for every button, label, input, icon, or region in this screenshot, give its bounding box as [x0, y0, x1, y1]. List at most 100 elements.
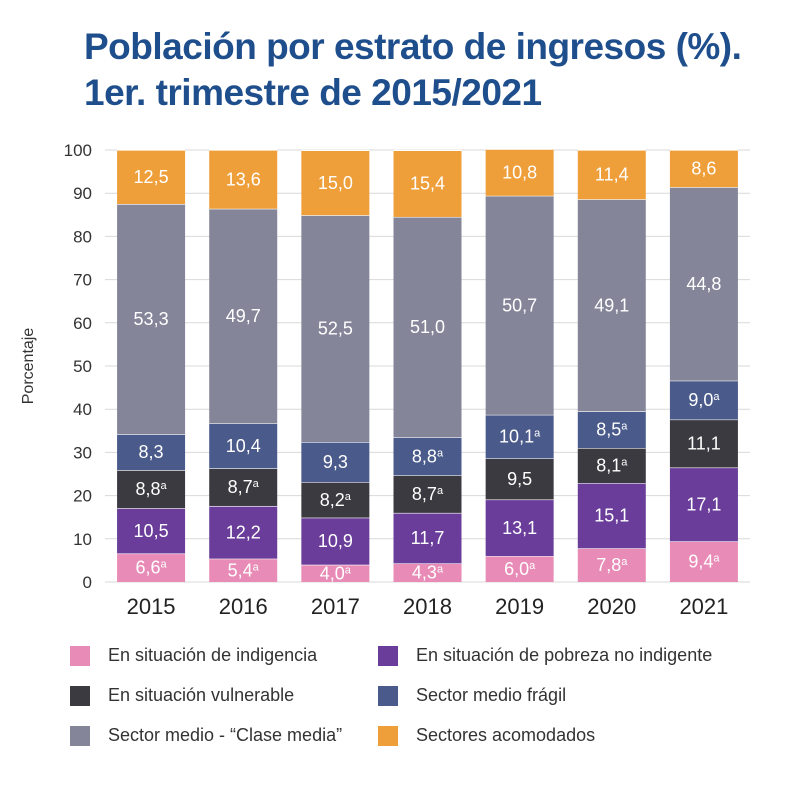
data-label: 15,0 [318, 173, 353, 193]
legend-swatch [378, 645, 398, 666]
data-label-superscript: a [534, 428, 541, 440]
data-label-superscript: a [253, 478, 260, 490]
data-label: 8,5a [596, 420, 628, 440]
legend-label: Sector medio - “Clase media” [108, 725, 343, 745]
legend-label: En situación de pobreza no indigente [416, 645, 713, 665]
data-label: 50,7 [502, 295, 537, 315]
data-label: 11,4 [595, 165, 629, 185]
bar-segment [577, 483, 646, 549]
data-label: 6,6a [135, 558, 167, 578]
data-label: 7,8a [596, 555, 628, 575]
x-tick-label: 2017 [311, 594, 360, 619]
data-label: 51,0 [410, 317, 445, 337]
data-label: 49,1 [594, 295, 629, 315]
data-label: 8,7a [228, 477, 260, 497]
data-label: 12,5 [134, 167, 169, 187]
bar-segment [209, 150, 278, 209]
bar-segment [117, 150, 186, 204]
legend-label: En situación de indigencia [108, 645, 318, 665]
bar-segment [393, 563, 462, 582]
bar-segment [301, 517, 370, 565]
data-label: 44,8 [686, 274, 721, 294]
data-label: 13,1 [502, 518, 537, 538]
bar-segment [577, 411, 646, 449]
x-tick-label: 2018 [403, 594, 452, 619]
data-label-superscript: a [713, 391, 720, 403]
bar-segment [301, 150, 370, 216]
bar-segment [117, 553, 186, 582]
bar-segment [577, 150, 646, 200]
bar-segment [209, 423, 278, 469]
y-tick-label: 40 [73, 400, 92, 419]
legend-swatch [70, 725, 90, 746]
bar-segment [209, 505, 278, 559]
bar-segment [393, 150, 462, 217]
bar-segment [117, 508, 186, 554]
legend-item: Sectores acomodados [378, 725, 595, 746]
y-tick-label: 70 [73, 271, 92, 290]
data-label-superscript: a [621, 556, 628, 568]
bar-segment [393, 437, 462, 476]
chart-title-line-1: Población por estrato de ingresos (%). [84, 26, 742, 67]
bar-segment [209, 468, 278, 506]
bar-segment [485, 556, 554, 582]
data-label: 4,0a [320, 563, 352, 583]
bar-segment [393, 475, 462, 513]
data-label: 5,4a [228, 560, 260, 580]
data-label: 8,3 [139, 442, 164, 462]
data-label: 15,1 [594, 506, 629, 526]
bar-segment [577, 548, 646, 582]
chart-title-line-2: 1er. trimestre de 2015/2021 [84, 72, 542, 113]
y-tick-label: 20 [73, 487, 92, 506]
data-label: 10,8 [502, 162, 537, 182]
data-label: 9,0a [688, 390, 720, 410]
bar-segment [669, 419, 738, 468]
bar-segment [577, 199, 646, 412]
bar-segment [485, 458, 554, 500]
bar-segment [669, 541, 738, 582]
y-tick-label: 50 [73, 357, 92, 376]
data-label: 6,0a [504, 559, 536, 579]
legend-swatch [70, 685, 90, 706]
data-label-superscript: a [713, 553, 720, 565]
y-tick-label: 10 [73, 530, 92, 549]
data-label-superscript: a [161, 559, 168, 571]
y-tick-label: 30 [73, 443, 92, 462]
data-label: 53,3 [134, 309, 169, 329]
legend-item: Sector medio frágil [378, 685, 566, 706]
bar-segment [301, 482, 370, 518]
data-label: 10,1a [499, 427, 541, 447]
y-axis-label: Porcentaje [20, 328, 37, 405]
bar-segment [669, 187, 738, 381]
data-label-superscript: a [345, 491, 352, 503]
legend-swatch [378, 685, 398, 706]
data-label: 11,1 [687, 434, 721, 454]
legend-swatch [70, 645, 90, 666]
data-label: 12,2 [226, 522, 261, 542]
legend-item: En situación de pobreza no indigente [378, 645, 712, 666]
bar-segment [301, 564, 370, 582]
x-tick-label: 2015 [127, 594, 176, 619]
bar-segment [485, 149, 554, 196]
data-label-superscript: a [529, 560, 536, 572]
data-label-superscript: a [621, 457, 628, 469]
bar-segment [485, 499, 554, 557]
bar-segment [117, 204, 186, 435]
data-label: 17,1 [686, 494, 721, 514]
data-label-superscript: a [161, 480, 168, 492]
y-tick-label: 90 [73, 184, 92, 203]
data-label: 49,7 [226, 306, 261, 326]
y-tick-label: 80 [73, 227, 92, 246]
data-label: 8,2a [320, 490, 352, 510]
bar-segment [117, 434, 186, 471]
bar-segment [393, 512, 462, 564]
legend-swatch [378, 725, 398, 746]
data-label: 10,5 [134, 521, 169, 541]
x-tick-label: 2016 [219, 594, 268, 619]
data-label: 15,4 [410, 174, 445, 194]
bar-segment [301, 215, 370, 443]
data-label: 9,5 [507, 469, 532, 489]
stacked-bar-chart: 0 10 20 30 40 50 60 70 80 90 100 Porcentaje 6,6a 10,5… [20, 141, 750, 619]
bar-segment [669, 380, 738, 420]
data-label-superscript: a [345, 564, 352, 576]
